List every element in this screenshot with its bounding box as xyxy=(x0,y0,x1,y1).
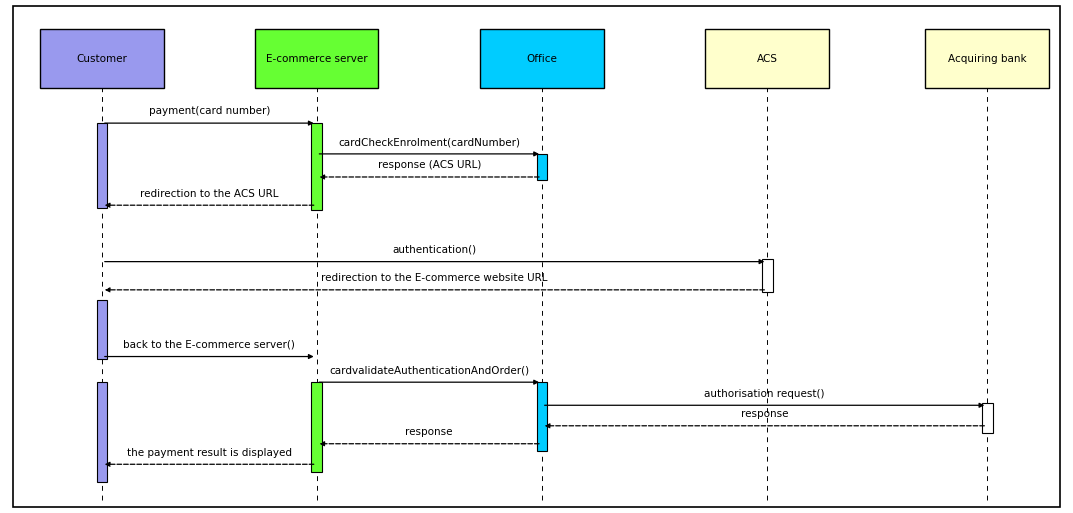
Text: authorisation request(): authorisation request() xyxy=(704,389,825,399)
Text: ACS: ACS xyxy=(756,54,778,64)
Bar xyxy=(97,382,107,482)
Text: E-commerce server: E-commerce server xyxy=(266,54,367,64)
Text: back to the E-commerce server(): back to the E-commerce server() xyxy=(123,340,295,350)
Bar xyxy=(762,259,773,292)
Bar xyxy=(97,123,107,208)
Text: Office: Office xyxy=(527,54,557,64)
Text: response (ACS URL): response (ACS URL) xyxy=(378,161,481,170)
Text: cardvalidateAuthenticationAndOrder(): cardvalidateAuthenticationAndOrder() xyxy=(329,366,529,376)
Bar xyxy=(982,403,993,433)
Text: cardCheckEnrolment(cardNumber): cardCheckEnrolment(cardNumber) xyxy=(338,137,520,147)
Bar xyxy=(254,30,378,89)
Bar xyxy=(536,154,547,180)
Bar xyxy=(481,30,603,89)
Bar xyxy=(536,382,547,451)
Bar xyxy=(97,300,107,359)
Text: payment(card number): payment(card number) xyxy=(148,107,270,116)
Text: redirection to the E-commerce website URL: redirection to the E-commerce website UR… xyxy=(321,273,548,283)
Text: Acquiring bank: Acquiring bank xyxy=(947,54,1027,64)
Bar xyxy=(925,30,1049,89)
Text: the payment result is displayed: the payment result is displayed xyxy=(127,448,292,458)
Bar xyxy=(311,382,322,472)
Text: redirection to the ACS URL: redirection to the ACS URL xyxy=(139,189,279,199)
Bar xyxy=(41,30,163,89)
Text: response: response xyxy=(740,409,789,419)
Text: response: response xyxy=(406,427,453,437)
Bar xyxy=(311,123,322,210)
Bar xyxy=(706,30,828,89)
Text: authentication(): authentication() xyxy=(393,245,476,255)
Text: Customer: Customer xyxy=(76,54,128,64)
